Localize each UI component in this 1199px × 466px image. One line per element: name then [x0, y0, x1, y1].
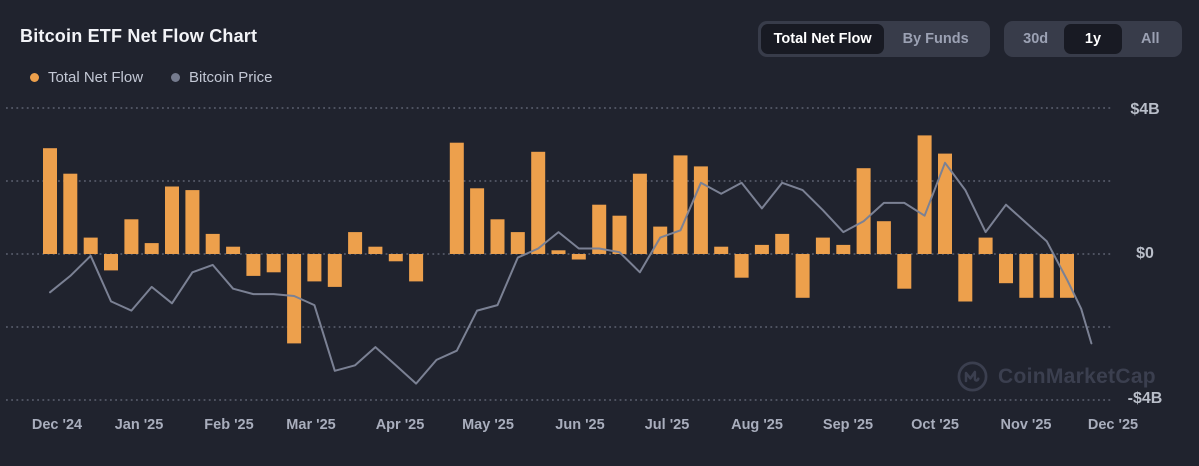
view-toggle-group: Total Net Flow By Funds	[758, 21, 990, 57]
netflow-bar[interactable]	[368, 246, 383, 254]
x-axis-label: Sep '25	[822, 417, 874, 433]
netflow-bar[interactable]	[897, 254, 912, 289]
netflow-bar[interactable]	[246, 254, 261, 276]
watermark-text: CoinMarketCap	[998, 364, 1156, 388]
x-axis-label: Apr '25	[375, 417, 425, 433]
netflow-bar[interactable]	[938, 153, 952, 254]
x-axis-label: Oct '25	[911, 417, 959, 433]
netflow-bar[interactable]	[470, 188, 485, 254]
netflow-bar[interactable]	[775, 233, 790, 254]
netflow-bar[interactable]	[83, 237, 98, 254]
bitcoin-price-dot-icon	[171, 73, 181, 82]
netflow-bar[interactable]	[266, 254, 281, 273]
netflow-bar[interactable]	[449, 142, 464, 254]
x-axis-label: Nov '25	[1000, 417, 1052, 433]
netflow-bar[interactable]	[734, 254, 749, 278]
netflow-bar[interactable]	[348, 232, 363, 254]
x-axis-label: Dec '24	[31, 417, 83, 433]
netflow-bar[interactable]	[917, 135, 932, 254]
netflow-bar[interactable]	[876, 221, 891, 255]
netflow-bar[interactable]	[1019, 254, 1034, 298]
netflow-bar[interactable]	[1039, 254, 1054, 298]
netflow-bar[interactable]	[754, 244, 769, 254]
netflow-bar[interactable]	[104, 254, 118, 271]
tab-by-funds[interactable]: By Funds	[902, 31, 969, 47]
netflow-bar[interactable]	[836, 244, 851, 254]
netflow-bar[interactable]	[185, 190, 200, 254]
netflow-bar[interactable]	[531, 151, 546, 254]
netflow-bar[interactable]	[63, 173, 78, 254]
netflow-bar[interactable]	[144, 243, 159, 254]
netflow-bar[interactable]	[856, 168, 871, 254]
netflow-bar[interactable]	[653, 226, 668, 254]
tab-total-net-flow[interactable]: Total Net Flow	[761, 24, 885, 54]
netflow-bar[interactable]	[815, 237, 830, 254]
x-axis-label: Feb '25	[204, 417, 254, 433]
netflow-bar[interactable]	[714, 246, 729, 254]
netflow-bar[interactable]	[287, 254, 302, 344]
netflow-bar[interactable]	[510, 232, 525, 254]
x-axis-label: Jul '25	[644, 417, 690, 433]
netflow-bar[interactable]	[978, 237, 993, 254]
chart-legend: Total Net Flow Bitcoin Price	[30, 69, 272, 86]
netflow-bar[interactable]	[226, 246, 241, 254]
x-axis-label: Dec '25	[1087, 417, 1139, 433]
netflow-bar[interactable]	[551, 250, 566, 254]
netflow-bar[interactable]	[124, 219, 139, 254]
page-title: Bitcoin ETF Net Flow Chart	[20, 26, 258, 46]
coinmarketcap-logo-icon	[957, 361, 988, 392]
netflow-bar[interactable]	[693, 166, 708, 254]
x-axis-label: Jun '25	[555, 417, 605, 433]
netflow-bar[interactable]	[388, 254, 403, 262]
netflow-bar[interactable]	[490, 219, 505, 254]
y-axis-label-4b: $4B	[1130, 101, 1160, 118]
netflow-bar[interactable]	[592, 204, 607, 254]
range-all-button[interactable]: All	[1141, 31, 1160, 47]
netflow-bar[interactable]	[612, 215, 627, 254]
x-axis-label: Jan '25	[114, 417, 164, 433]
legend-item-bitcoin-price[interactable]: Bitcoin Price	[171, 69, 272, 86]
netflow-bar[interactable]	[632, 173, 647, 254]
netflow-bar[interactable]	[958, 254, 973, 302]
x-axis-label: Aug '25	[731, 417, 783, 433]
legend-label: Bitcoin Price	[189, 69, 273, 86]
netflow-bar[interactable]	[999, 254, 1013, 284]
netflow-bar[interactable]	[43, 148, 57, 254]
bitcoin-price-line	[49, 161, 1093, 385]
netflow-bar[interactable]	[307, 254, 322, 282]
legend-label: Total Net Flow	[48, 69, 144, 86]
netflow-bar[interactable]	[205, 233, 220, 254]
netflow-bar[interactable]	[795, 254, 810, 298]
netflow-bar[interactable]	[327, 254, 342, 287]
netflow-bar[interactable]	[673, 155, 688, 254]
legend-item-total-net-flow[interactable]: Total Net Flow	[30, 69, 143, 86]
coinmarketcap-watermark: CoinMarketCap	[956, 360, 1156, 393]
netflow-bar[interactable]	[571, 254, 586, 260]
range-1y-button[interactable]: 1y	[1064, 24, 1122, 54]
y-axis-label-neg4b: -$4B	[1127, 390, 1163, 407]
netflow-bar[interactable]	[165, 186, 179, 255]
x-axis-label: May '25	[462, 417, 514, 433]
range-30d-button[interactable]: 30d	[1023, 31, 1049, 47]
netflow-bar[interactable]	[409, 254, 424, 282]
x-axis-label: Mar '25	[286, 417, 336, 433]
y-axis-label-0: $0	[1136, 245, 1154, 262]
range-toggle-group: 30d 1y All	[1004, 21, 1182, 57]
net-flow-dot-icon	[30, 73, 39, 82]
